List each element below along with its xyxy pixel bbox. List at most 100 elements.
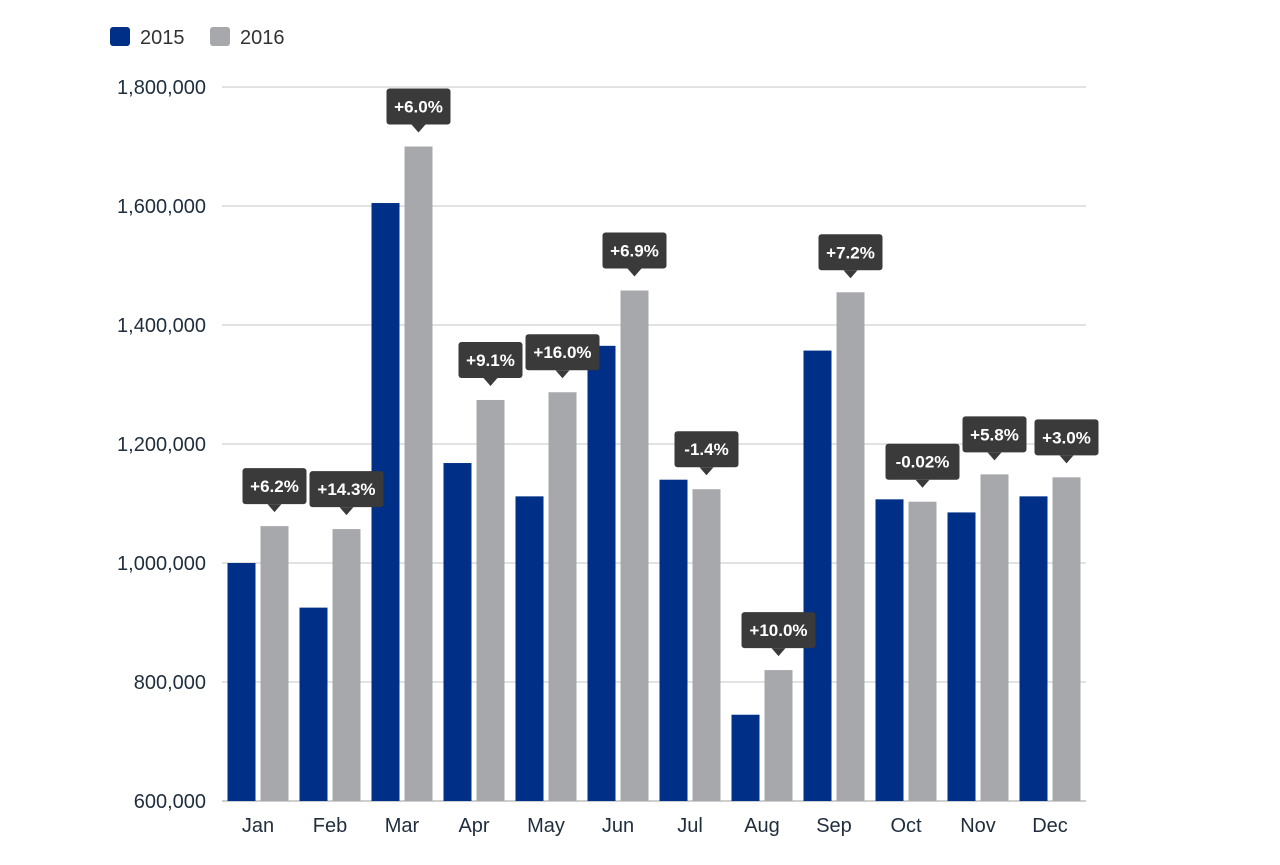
y-tick-label: 1,200,000 xyxy=(117,434,206,456)
annotation-dec: +3.0% xyxy=(1034,419,1099,464)
annotation-box xyxy=(674,431,739,468)
annotation-pointer xyxy=(411,124,426,133)
y-tick-label: 1,000,000 xyxy=(117,553,206,575)
annotation-sep: +7.2% xyxy=(818,234,883,279)
annotation-pointer xyxy=(987,452,1002,461)
bar-2015-jan xyxy=(227,563,256,801)
annotation-pointer xyxy=(699,467,714,476)
annotation-box xyxy=(885,443,960,480)
annotation-box xyxy=(525,334,600,371)
x-tick-label: Aug xyxy=(744,815,780,837)
bar-2015-feb xyxy=(299,607,328,801)
bar-2016-jul xyxy=(692,489,721,801)
annotation-mar: +6.0% xyxy=(386,88,451,133)
annotation-label: +6.9% xyxy=(610,241,659,260)
annotation-box xyxy=(386,88,451,125)
legend-label-2016: 2016 xyxy=(240,27,285,49)
y-axis: 600,000 800,000 1,000,000 1,200,000 1,400,00… xyxy=(117,77,206,813)
x-tick-label: Dec xyxy=(1032,815,1068,837)
annotation-jun: +6.9% xyxy=(602,232,667,277)
bar-2016-mar xyxy=(404,146,433,801)
bar-2016-dec xyxy=(1052,477,1081,801)
bar-2016-aug xyxy=(764,670,793,801)
x-tick-label: Apr xyxy=(458,815,489,837)
annotation-label: +5.8% xyxy=(970,425,1019,444)
annotation-pointer xyxy=(627,268,642,277)
y-tick-label: 600,000 xyxy=(134,791,206,813)
x-tick-label: Jun xyxy=(602,815,634,837)
annotation-label: +6.2% xyxy=(250,477,299,496)
legend-swatch-2015 xyxy=(110,27,130,46)
annotation-apr: +9.1% xyxy=(458,341,523,386)
x-tick-label: Oct xyxy=(890,815,922,837)
annotation-nov: +5.8% xyxy=(962,416,1027,461)
annotation-pointer xyxy=(915,479,930,488)
annotation-jul: -1.4% xyxy=(674,431,739,476)
annotation-label: -1.4% xyxy=(684,440,728,459)
annotation-label: -0.02% xyxy=(896,453,950,472)
annotation-label: +9.1% xyxy=(466,351,515,370)
annotation-aug: +10.0% xyxy=(741,612,816,657)
x-tick-label: Mar xyxy=(385,815,420,837)
x-tick-label: Jul xyxy=(677,815,703,837)
bar-2016-may xyxy=(548,392,577,801)
annotation-pointer xyxy=(339,507,354,516)
bar-2015-nov xyxy=(947,512,976,801)
legend-label-2015: 2015 xyxy=(140,27,185,49)
y-tick-label: 800,000 xyxy=(134,672,206,694)
annotation-pointer xyxy=(483,377,498,386)
annotation-pointer xyxy=(267,504,282,513)
bar-2015-sep xyxy=(803,350,832,801)
annotation-pointer xyxy=(555,370,570,379)
bar-2015-dec xyxy=(1019,496,1048,801)
annotation-label: +16.0% xyxy=(533,343,591,362)
annotation-pointer xyxy=(1059,455,1074,464)
bar-2015-jun xyxy=(587,345,616,801)
bars xyxy=(227,146,1081,801)
x-tick-label: Jan xyxy=(242,815,274,837)
annotation-label: +7.2% xyxy=(826,243,875,262)
bar-2015-apr xyxy=(443,463,472,801)
x-tick-label: Nov xyxy=(960,815,996,837)
x-axis: Jan Feb Mar Apr May Jun Jul Aug Sep Oct Nov Dec xyxy=(242,815,1068,837)
legend: 2015 2016 xyxy=(110,27,285,49)
x-tick-label: Feb xyxy=(313,815,347,837)
x-tick-label: May xyxy=(527,815,565,837)
annotation-label: +10.0% xyxy=(749,621,807,640)
bar-2016-jan xyxy=(260,526,289,801)
annotation-pointer xyxy=(771,648,786,657)
y-tick-label: 1,800,000 xyxy=(117,77,206,99)
bar-2016-oct xyxy=(908,501,937,801)
annotation-label: +6.0% xyxy=(394,98,443,117)
bar-2015-may xyxy=(515,496,544,801)
annotation-feb: +14.3% xyxy=(309,471,384,516)
annotation-label: +14.3% xyxy=(317,480,375,499)
annotation-box xyxy=(741,612,816,649)
bar-2016-sep xyxy=(836,292,865,801)
annotation-label: +3.0% xyxy=(1042,428,1091,447)
annotation-may: +16.0% xyxy=(525,334,600,379)
annotations: +6.2% +14.3% +6.0% +9.1% +16.0% +6.9% -1.4% +10… xyxy=(242,88,1099,657)
annotation-box xyxy=(602,232,667,269)
legend-swatch-2016 xyxy=(210,27,230,46)
gridlines xyxy=(222,86,1086,802)
annotation-box xyxy=(242,468,307,505)
x-tick-label: Sep xyxy=(816,815,852,837)
bar-2016-apr xyxy=(476,399,505,801)
bar-2016-nov xyxy=(980,474,1009,801)
annotation-box xyxy=(818,234,883,271)
annotation-box xyxy=(1034,419,1099,456)
y-tick-label: 1,600,000 xyxy=(117,196,206,218)
annotation-jan: +6.2% xyxy=(242,468,307,513)
annotation-oct: -0.02% xyxy=(885,443,960,488)
annotation-box xyxy=(962,416,1027,453)
bar-2016-jun xyxy=(620,290,649,801)
annotation-pointer xyxy=(843,270,858,279)
y-tick-label: 1,400,000 xyxy=(117,315,206,337)
bar-2016-feb xyxy=(332,529,361,801)
bar-2015-aug xyxy=(731,714,760,801)
bar-2015-oct xyxy=(875,499,904,801)
annotation-box xyxy=(458,341,523,378)
annotation-box xyxy=(309,471,384,508)
